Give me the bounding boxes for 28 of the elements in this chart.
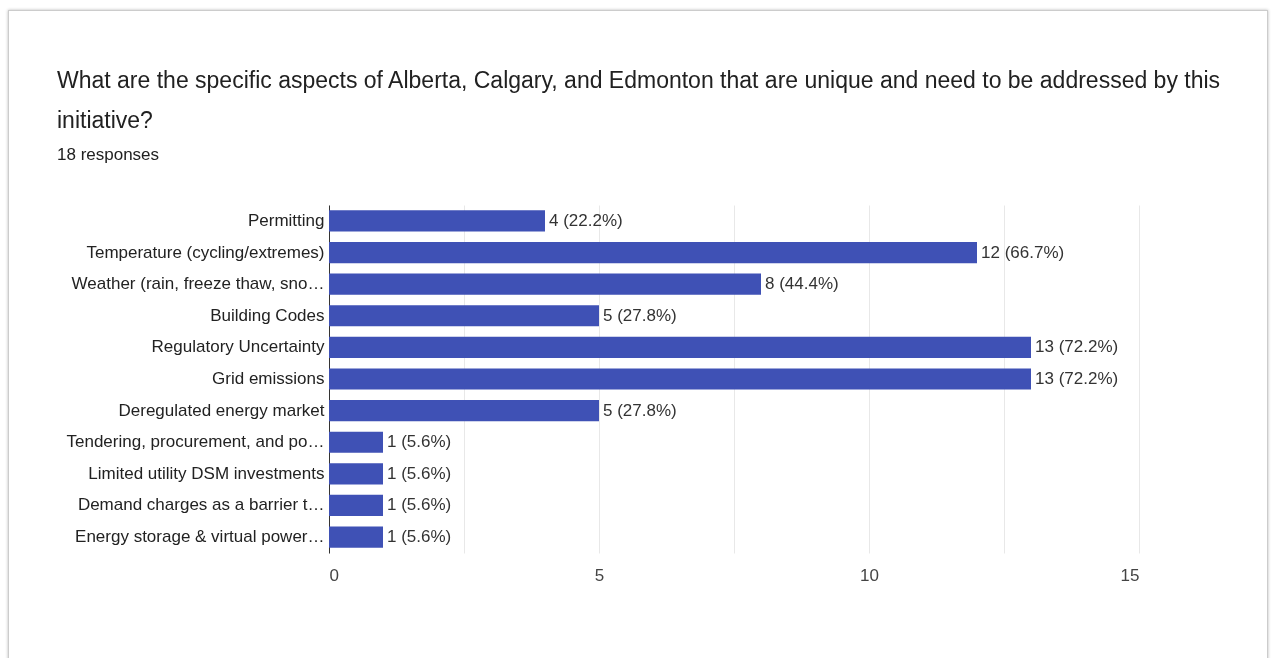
data-label: 8 (44.4%) [765, 274, 839, 294]
data-label: 13 (72.2%) [1035, 369, 1119, 388]
data-label: 12 (66.7%) [981, 242, 1065, 262]
chart-title: What are the specific aspects of Alberta, Calgary, and Edmonton that are unique and need to be addressed by this initiative? [57, 66, 1222, 135]
y-tick-label: Regulatory Uncertainty [151, 337, 325, 357]
data-label: 1 (5.6%) [387, 495, 452, 515]
y-tick-label: Building Codes [210, 305, 325, 325]
y-tick-label: Grid emissions [212, 369, 325, 388]
y-tick-label: Energy storage & virtual power… [75, 527, 325, 547]
y-tick-label: Deregulated energy market [118, 400, 325, 420]
x-tick-label: 15 [1120, 565, 1140, 585]
y-tick-label: Demand charges as a barrier t… [77, 495, 325, 515]
data-label: 4 (22.2%) [549, 210, 623, 230]
x-tick-label: 10 [860, 565, 879, 585]
data-label: 1 (5.6%) [387, 463, 452, 483]
x-tick-label: 0 [329, 565, 339, 585]
data-label: 1 (5.6%) [387, 527, 452, 547]
y-tick-label: Limited utility DSM investments [88, 463, 325, 483]
text: 18 responses [57, 145, 160, 165]
y-tick-label: Weather (rain, freeze thaw, sno… [71, 274, 325, 294]
data-label: 1 (5.6%) [387, 432, 452, 452]
data-label: 5 (27.8%) [603, 400, 677, 420]
data-label: 13 (72.2%) [1035, 337, 1119, 357]
data-label: 5 (27.8%) [603, 305, 677, 325]
x-tick-label: 5 [594, 565, 605, 585]
y-tick-label: Tendering, procurement, and po… [66, 432, 325, 452]
y-tick-label: Permitting [247, 210, 325, 230]
y-tick-label: Temperature (cycling/extremes) [86, 242, 325, 262]
